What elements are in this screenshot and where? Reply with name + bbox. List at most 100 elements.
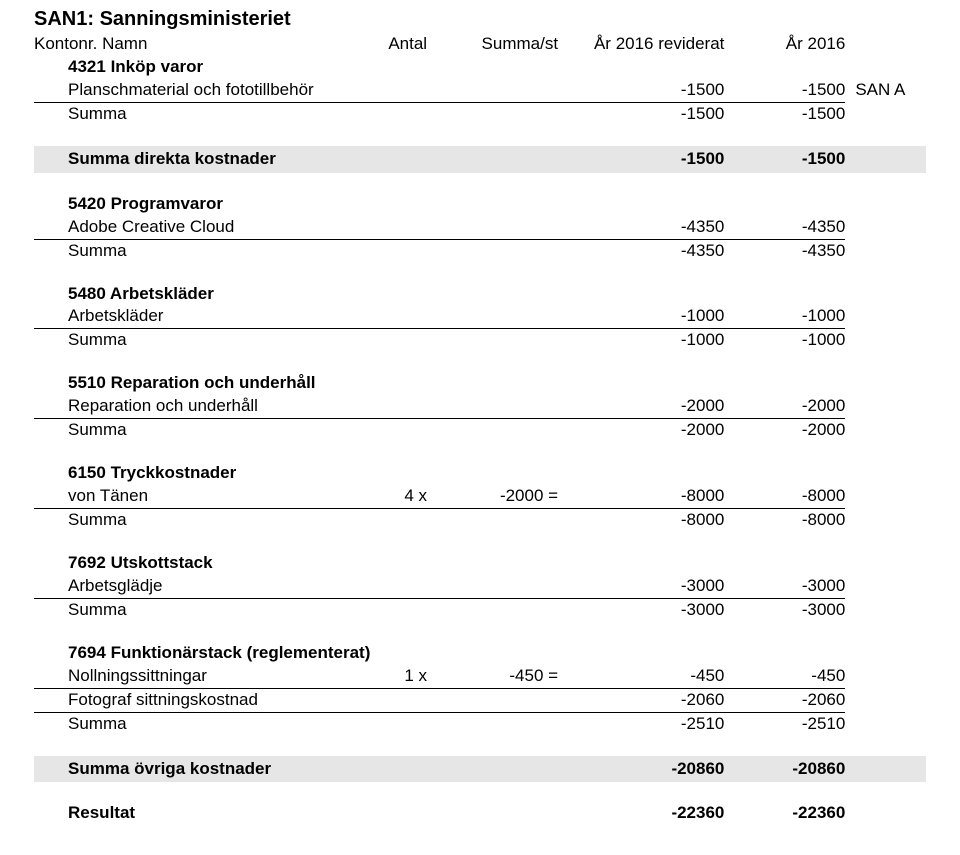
line-item: Nollningssittningar 1 x -450 = -450 -450	[34, 665, 926, 688]
item-yr: -2060	[724, 688, 845, 712]
item-yr: -2000	[724, 395, 845, 418]
section-code: 7694	[68, 643, 106, 662]
section-head: 5510 Reparation och underhåll	[34, 372, 926, 395]
item-rev: -8000	[558, 485, 724, 508]
sum-rev: -3000	[558, 598, 724, 621]
section-sum: Summa -3000 -3000	[34, 598, 926, 621]
sum-rev: -2000	[558, 419, 724, 442]
line-item: Arbetskläder -1000 -1000	[34, 305, 926, 328]
item-rev: -1500	[558, 79, 724, 102]
item-summast	[427, 305, 558, 328]
section-sum: Summa -1000 -1000	[34, 329, 926, 352]
item-rev: -3000	[558, 575, 724, 598]
item-summast	[427, 216, 558, 239]
band-label: Summa direkta kostnader	[34, 146, 336, 173]
section-head: 5420 Programvaror	[34, 193, 926, 216]
item-summast: -450 =	[427, 665, 558, 688]
resultat-label: Resultat	[34, 802, 336, 825]
band-yr: -1500	[724, 146, 845, 173]
item-label: Nollningssittningar	[34, 665, 336, 688]
item-yr: -4350	[724, 216, 845, 239]
budget-table: Kontonr. Namn Antal Summa/st År 2016 rev…	[34, 33, 926, 825]
item-summast: -2000 =	[427, 485, 558, 508]
item-yr: -8000	[724, 485, 845, 508]
section-name: Funktionärstack (reglementerat)	[111, 643, 371, 662]
sum-label: Summa	[34, 419, 336, 442]
sum-label: Summa	[34, 712, 336, 735]
item-note: SAN A	[845, 79, 926, 102]
section-name: Tryckkostnader	[111, 463, 237, 482]
resultat-rev: -22360	[558, 802, 724, 825]
section-sum: Summa -2510 -2510	[34, 712, 926, 735]
sum-label: Summa	[34, 239, 336, 262]
item-antal	[336, 216, 427, 239]
section-code: 4321	[68, 57, 106, 76]
section-head: 5480 Arbetskläder	[34, 283, 926, 306]
sum-label: Summa	[34, 509, 336, 532]
section-sum: Summa -4350 -4350	[34, 239, 926, 262]
section-name: Arbetskläder	[110, 284, 214, 303]
line-item: Adobe Creative Cloud -4350 -4350	[34, 216, 926, 239]
item-label: Reparation och underhåll	[34, 395, 336, 418]
sum-rev: -4350	[558, 239, 724, 262]
section-head: 7692 Utskottstack	[34, 552, 926, 575]
item-antal	[336, 305, 427, 328]
item-yr: -450	[724, 665, 845, 688]
line-item: Planschmaterial och fototillbehör -1500 …	[34, 79, 926, 102]
section-code: 7692	[68, 553, 106, 572]
item-yr: -1500	[724, 79, 845, 102]
item-rev: -1000	[558, 305, 724, 328]
item-summast	[427, 79, 558, 102]
item-antal	[336, 575, 427, 598]
hdr-kontonr-namn: Kontonr. Namn	[34, 33, 336, 56]
sum-rev: -1500	[558, 102, 724, 125]
section-name: Programvaror	[111, 194, 223, 213]
item-rev: -4350	[558, 216, 724, 239]
section-code: 5510	[68, 373, 106, 392]
sum-rev: -1000	[558, 329, 724, 352]
item-antal	[336, 688, 427, 712]
section-name: Utskottstack	[111, 553, 213, 572]
hdr-ar: År 2016	[724, 33, 845, 56]
section-head: 6150 Tryckkostnader	[34, 462, 926, 485]
section-code: 5420	[68, 194, 106, 213]
band-rev: -20860	[558, 756, 724, 783]
item-label: Arbetsglädje	[34, 575, 336, 598]
item-yr: -1000	[724, 305, 845, 328]
item-label: Arbetskläder	[34, 305, 336, 328]
sum-yr: -1500	[724, 102, 845, 125]
section-head: 7694 Funktionärstack (reglementerat)	[34, 642, 926, 665]
sum-ovriga-band: Summa övriga kostnader -20860 -20860	[34, 756, 926, 783]
line-item: von Tänen 4 x -2000 = -8000 -8000	[34, 485, 926, 508]
section-sum: Summa -2000 -2000	[34, 419, 926, 442]
section-name: Reparation och underhåll	[111, 373, 316, 392]
band-label: Summa övriga kostnader	[34, 756, 336, 783]
item-antal	[336, 79, 427, 102]
item-antal: 4 x	[336, 485, 427, 508]
band-rev: -1500	[558, 146, 724, 173]
sum-direkta-band: Summa direkta kostnader -1500 -1500	[34, 146, 926, 173]
sum-label: Summa	[34, 102, 336, 125]
band-yr: -20860	[724, 756, 845, 783]
item-rev: -2000	[558, 395, 724, 418]
line-item: Fotograf sittningskostnad -2060 -2060	[34, 688, 926, 712]
item-summast	[427, 575, 558, 598]
sum-label: Summa	[34, 329, 336, 352]
resultat-row: Resultat -22360 -22360	[34, 802, 926, 825]
hdr-namn: Namn	[102, 34, 147, 53]
item-label: Planschmaterial och fototillbehör	[34, 79, 336, 102]
sum-yr: -2000	[724, 419, 845, 442]
item-label: von Tänen	[34, 485, 336, 508]
section-head: 4321 Inköp varor	[34, 56, 926, 79]
sum-yr: -3000	[724, 598, 845, 621]
item-rev: -450	[558, 665, 724, 688]
item-antal: 1 x	[336, 665, 427, 688]
item-yr: -3000	[724, 575, 845, 598]
item-rev: -2060	[558, 688, 724, 712]
item-summast	[427, 688, 558, 712]
section-code: 5480	[68, 284, 106, 303]
section-sum: Summa -1500 -1500	[34, 102, 926, 125]
item-label: Fotograf sittningskostnad	[34, 688, 336, 712]
hdr-kontonr: Kontonr.	[34, 34, 97, 53]
section-name: Inköp varor	[111, 57, 204, 76]
